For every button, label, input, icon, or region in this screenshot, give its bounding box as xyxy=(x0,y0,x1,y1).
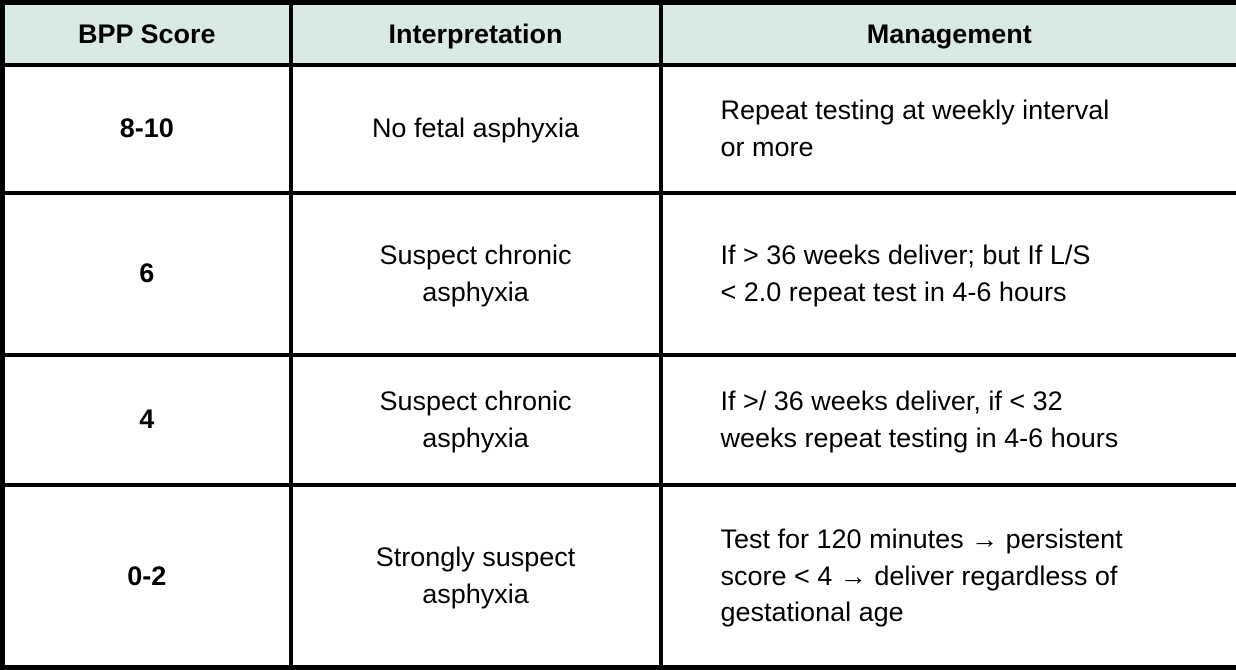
header-row: BPP Score Interpretation Management xyxy=(0,0,1236,67)
table-body: 8-10 No fetal asphyxia Repeat testing at… xyxy=(0,62,1236,670)
header-interpretation: Interpretation xyxy=(288,0,663,67)
header-management: Management xyxy=(658,0,1236,67)
table-row: 4 Suspect chronic asphyxia If >/ 36 week… xyxy=(0,352,1236,487)
table-row: 6 Suspect chronic asphyxia If > 36 weeks… xyxy=(0,190,1236,357)
management-line: If >/ 36 weeks deliver, if < 32 xyxy=(720,386,1063,417)
management-cell: Repeat testing at weekly interval or mor… xyxy=(658,62,1236,195)
table-header: BPP Score Interpretation Management xyxy=(0,0,1236,67)
management-line: < 2.0 repeat test in 4-6 hours xyxy=(720,276,1067,307)
interpretation-cell: Strongly suspect asphyxia xyxy=(288,482,663,670)
management-line: gestational age xyxy=(720,596,904,627)
table-row: 8-10 No fetal asphyxia Repeat testing at… xyxy=(0,62,1236,195)
management-line: If > 36 weeks deliver; but If L/S xyxy=(720,240,1091,271)
interpretation-cell: Suspect chronic asphyxia xyxy=(288,352,663,487)
management-cell: If >/ 36 weeks deliver, if < 32 weeks re… xyxy=(658,352,1236,487)
interpretation-cell: Suspect chronic asphyxia xyxy=(288,190,663,357)
table-row: 0-2 Strongly suspect asphyxia Test for 1… xyxy=(0,482,1236,670)
management-cell: Test for 120 minutes → persistent score … xyxy=(658,482,1236,670)
score-cell: 8-10 xyxy=(0,62,293,195)
management-line: Repeat testing at weekly interval xyxy=(720,95,1110,126)
management-line: weeks repeat testing in 4-6 hours xyxy=(720,422,1119,453)
score-cell: 6 xyxy=(0,190,293,357)
interpretation-cell: No fetal asphyxia xyxy=(288,62,663,195)
header-bpp-score: BPP Score xyxy=(0,0,293,67)
score-cell: 4 xyxy=(0,352,293,487)
management-cell: If > 36 weeks deliver; but If L/S < 2.0 … xyxy=(658,190,1236,357)
management-line: Test for 120 minutes → persistent xyxy=(720,524,1123,555)
management-line: score < 4 → deliver regardless of xyxy=(720,560,1118,591)
management-line: or more xyxy=(720,131,814,162)
score-cell: 0-2 xyxy=(0,482,293,670)
